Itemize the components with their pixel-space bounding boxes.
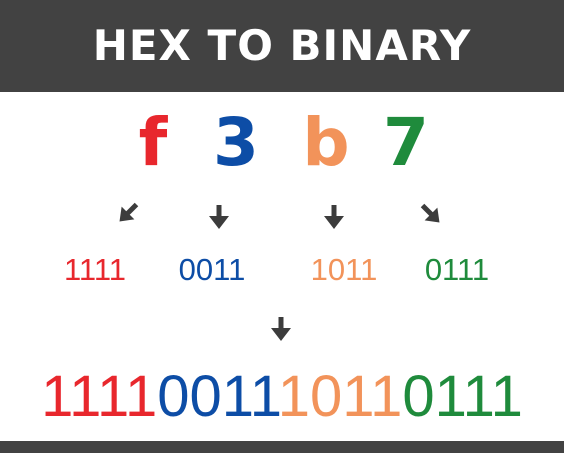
nibble-7: 0111 (424, 252, 490, 287)
nibble-b: 1011 (310, 252, 378, 287)
arrow-down-left-icon (119, 202, 139, 222)
title-banner: HEX TO BINARY (0, 0, 564, 92)
nibble-3: 0011 (178, 252, 246, 287)
arrow-down-icon (271, 317, 291, 341)
hex-digit-b: b (302, 104, 350, 181)
result-group-3: 0011 (157, 364, 278, 429)
result-group-7: 0111 (402, 364, 523, 429)
page-title: HEX TO BINARY (92, 21, 472, 70)
binary-result: 1111001110110111 (0, 368, 564, 426)
nibble-f: 1111 (63, 252, 127, 287)
hex-digit-f: f (138, 104, 168, 181)
hex-digit-3: 3 (213, 104, 259, 181)
arrow-down-icon (209, 205, 229, 229)
arrow-down-icon (324, 205, 344, 229)
hex-digit-7: 7 (383, 104, 429, 181)
result-group-f: 1111 (41, 364, 158, 429)
bottom-banner (0, 441, 564, 453)
arrow-down-right-icon (420, 203, 440, 223)
result-group-b: 1011 (277, 364, 403, 429)
